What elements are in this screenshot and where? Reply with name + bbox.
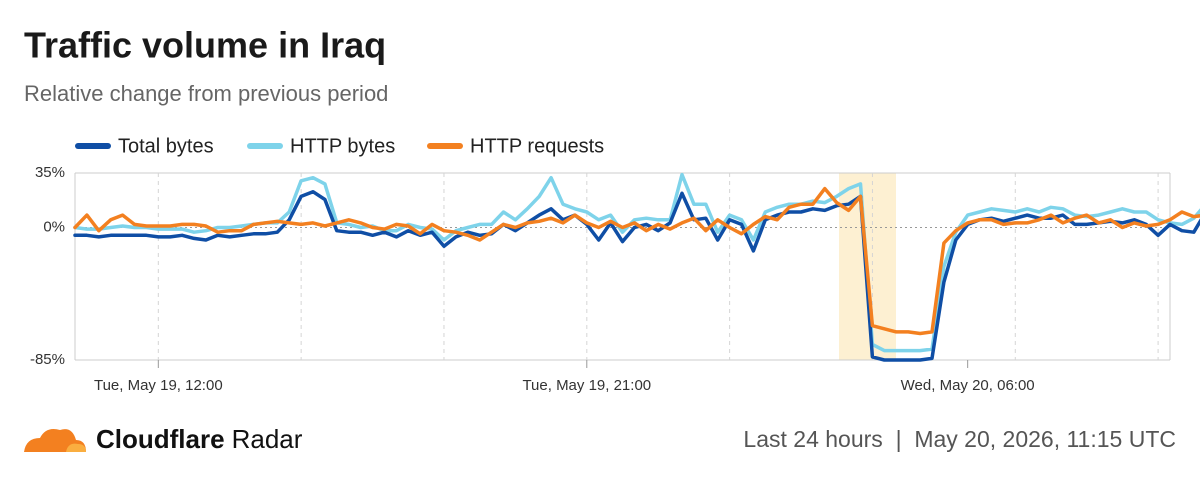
series-line [73, 189, 1200, 362]
y-tick-label: -85% [30, 351, 65, 368]
brand-name: Cloudflare [96, 424, 225, 454]
series-line [73, 186, 1200, 336]
x-tick-label: Tue, May 19, 21:00 [522, 377, 651, 394]
y-tick-label: 0% [43, 219, 65, 236]
legend-label: HTTP bytes [290, 135, 395, 157]
logo [24, 429, 86, 452]
chart-title: Traffic volume in Iraq [24, 25, 386, 66]
chart-subtitle: Relative change from previous period [24, 81, 388, 106]
legend-label: Total bytes [118, 135, 214, 157]
footer: Last 24 hours | May 20, 2026, 11:15 UTC [743, 426, 1176, 452]
legend-label: HTTP requests [470, 135, 604, 157]
brand: Cloudflare Radar [96, 424, 303, 454]
x-tick-label: Wed, May 20, 06:00 [901, 377, 1035, 394]
x-tick-label: Tue, May 19, 12:00 [94, 377, 223, 394]
series-line [73, 172, 1200, 353]
product-name: Radar [232, 424, 303, 454]
y-tick-label: 35% [35, 164, 65, 181]
